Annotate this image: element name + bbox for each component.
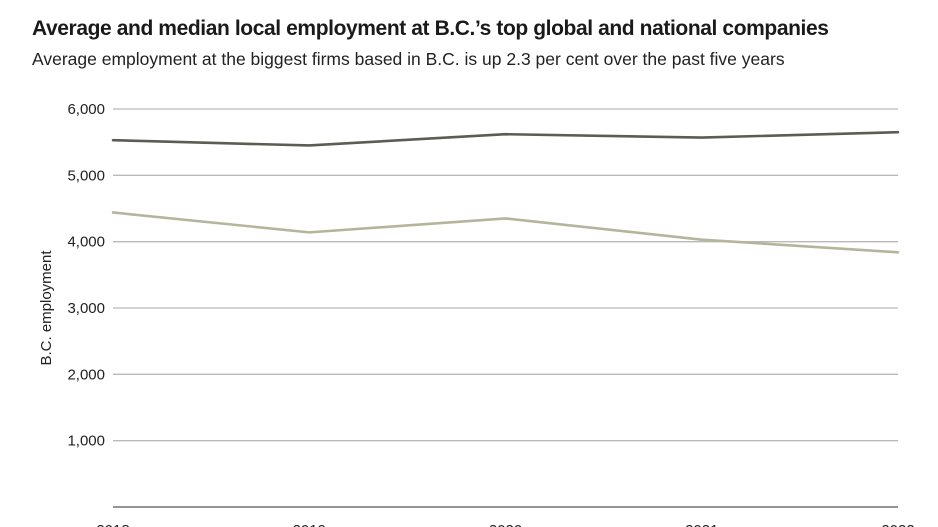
y-tick-label: 4,000 xyxy=(67,234,105,251)
y-tick-label: 5,000 xyxy=(67,167,105,184)
x-tick-label: 2019 xyxy=(293,522,326,527)
chart-title: Average and median local employment at B… xyxy=(32,17,829,40)
series-line-average xyxy=(111,130,900,147)
x-tick-label: 2020 xyxy=(489,522,522,527)
x-tick-label: 2022 xyxy=(881,522,914,527)
x-tick-label: 2018 xyxy=(96,522,129,527)
y-axis-title: B.C. employment xyxy=(38,250,55,366)
series-line-median xyxy=(111,211,900,254)
y-tick-label: 1,000 xyxy=(67,433,105,450)
chart-subtitle: Average employment at the biggest firms … xyxy=(32,49,785,69)
y-tick-label: 3,000 xyxy=(67,300,105,317)
y-tick-label: 2,000 xyxy=(67,366,105,383)
y-tick-label: 6,000 xyxy=(67,101,105,118)
x-tick-label: 2021 xyxy=(685,522,718,527)
